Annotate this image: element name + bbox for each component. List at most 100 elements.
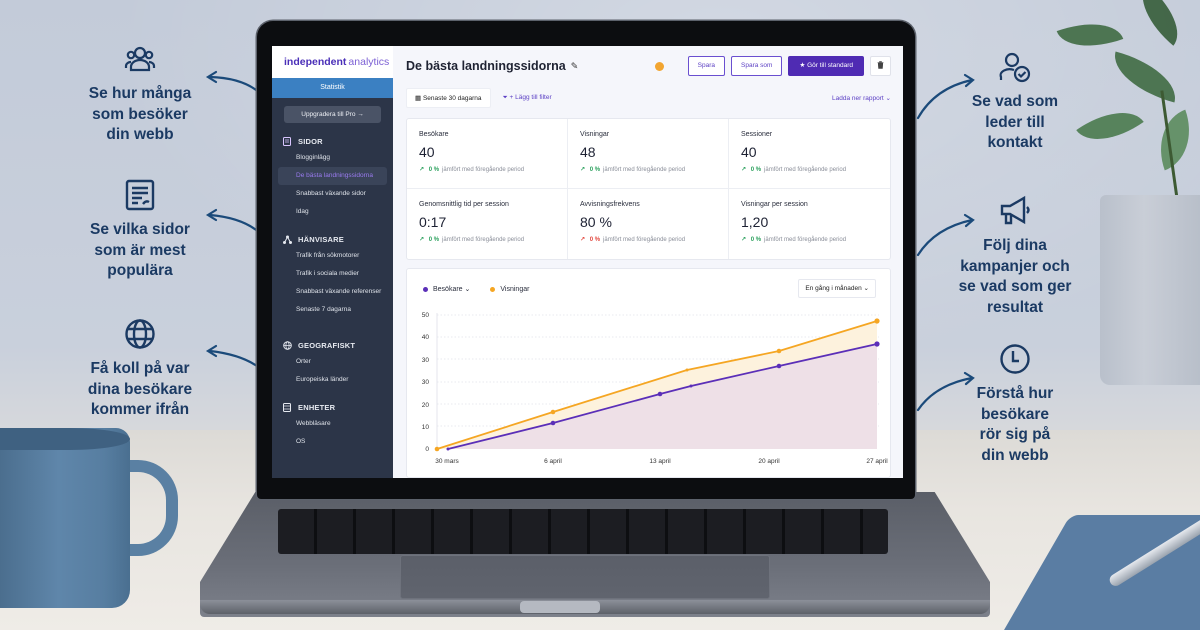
annotation-line: rör sig på bbox=[979, 426, 1051, 443]
annotation-line: som besöker bbox=[92, 105, 188, 123]
make-default-button[interactable]: ★ Gör till standard bbox=[788, 56, 864, 76]
legend-dot bbox=[490, 286, 496, 292]
sidebar-item-today[interactable]: Idag bbox=[296, 208, 309, 215]
stat-card-bounce-rate: Avvisningsfrekvens 80 % ↗ 0 % jämfört med… bbox=[568, 189, 729, 259]
svg-text:40: 40 bbox=[422, 334, 430, 341]
chart-legend: Besökare ⌄ Visningar bbox=[423, 285, 549, 293]
legend-label: Besökare bbox=[433, 285, 463, 293]
svg-text:30 mars: 30 mars bbox=[435, 458, 459, 465]
globe-icon bbox=[282, 340, 292, 350]
stat-label: Genomsnittlig tid per session bbox=[419, 201, 509, 208]
sidebar: independent analytics Statistik Uppgrader… bbox=[272, 46, 393, 478]
date-range-picker[interactable]: ▦ Senaste 30 dagarna bbox=[406, 88, 491, 108]
stat-compare: jämfört med föregående period bbox=[603, 237, 686, 243]
pro-badge-icon[interactable] bbox=[654, 61, 664, 71]
page-header: De bästa landningssidorna ✎ Spara Spara … bbox=[406, 56, 891, 76]
save-as-button[interactable]: Spara som bbox=[731, 56, 783, 76]
add-filter-button[interactable]: ⏷ + Lägg till filter bbox=[503, 94, 552, 102]
stat-compare: jämfört med föregående period bbox=[442, 237, 525, 243]
legend-views[interactable]: Visningar bbox=[490, 286, 529, 293]
annotation-line: Se vilka sidor bbox=[90, 221, 190, 238]
annotation-geo: Få koll på var dina besökare kommer ifrå… bbox=[65, 317, 215, 421]
sidebar-item-blogposts[interactable]: Blogginlägg bbox=[296, 154, 330, 161]
annotation-line: populära bbox=[107, 262, 173, 279]
sidebar-item-browsers[interactable]: Webbläsare bbox=[296, 420, 331, 427]
stat-change-pct: 0 % bbox=[589, 237, 601, 243]
stat-change: ↗ 0 % jämfört med föregående period bbox=[741, 236, 878, 243]
sidebar-item-fastest-referrers[interactable]: Snabbast växande referenser bbox=[296, 288, 382, 295]
sidebar-section-geo: GEOGRAFISKT bbox=[272, 337, 393, 353]
star-icon: ★ bbox=[799, 62, 808, 69]
annotation-line: dina besökare bbox=[87, 380, 193, 398]
chevron-down-icon: ⌄ bbox=[883, 95, 891, 102]
stat-change-pct: 0 % bbox=[750, 237, 762, 243]
svg-text:13 april: 13 april bbox=[649, 458, 671, 465]
stat-label: Visningar per session bbox=[741, 201, 808, 208]
stat-compare: jämfört med föregående period bbox=[764, 237, 847, 243]
trend-up-icon: ↗ bbox=[741, 237, 748, 243]
chevron-down-icon: ⌄ bbox=[462, 286, 471, 293]
tab-statistik[interactable]: Statistik bbox=[272, 78, 393, 98]
svg-text:20 april: 20 april bbox=[758, 458, 780, 465]
sidebar-item-best-landing-pages[interactable]: De bästa landningssidorna bbox=[278, 167, 387, 185]
sidebar-item-search-traffic[interactable]: Trafik från sökmotorer bbox=[296, 252, 360, 259]
clock-icon bbox=[998, 342, 1032, 376]
stat-change: ↗ 0 % jämfört med föregående period bbox=[580, 166, 716, 173]
sidebar-item-fastest-growing-pages[interactable]: Snabbast växande sidor bbox=[296, 190, 366, 197]
interval-label: En gång i månaden bbox=[805, 285, 862, 292]
users-icon bbox=[123, 42, 157, 76]
trend-up-icon: ↗ bbox=[419, 237, 426, 243]
download-label: Ladda ner rapport bbox=[832, 95, 884, 102]
annotation-line: Förstå hur bbox=[976, 385, 1054, 402]
upgrade-button[interactable]: Uppgradera till Pro → bbox=[284, 106, 381, 123]
stat-value: 80 % bbox=[580, 214, 612, 230]
stat-label: Avvisningsfrekvens bbox=[580, 201, 640, 208]
svg-text:27 april: 27 april bbox=[866, 458, 888, 465]
stat-value: 0:17 bbox=[419, 214, 447, 230]
stat-change: ↗ 0 % jämfört med föregående period bbox=[580, 236, 716, 243]
delete-button[interactable] bbox=[870, 56, 891, 76]
svg-text:10: 10 bbox=[422, 424, 430, 431]
download-report-button[interactable]: Ladda ner rapport ⌄ bbox=[832, 94, 891, 102]
annotation-behavior: Förstå hur besökare rör sig på din webb bbox=[940, 342, 1090, 466]
sidebar-item-last-7-days[interactable]: Senaste 7 dagarna bbox=[296, 306, 351, 313]
sidebar-item-social-traffic[interactable]: Trafik i sociala medier bbox=[296, 270, 359, 277]
logo[interactable]: independent analytics bbox=[272, 46, 393, 78]
legend-label: Visningar bbox=[500, 285, 530, 293]
annotation-line: se vad som ger bbox=[958, 278, 1072, 295]
stat-change: ↗ 0 % jämfört med föregående period bbox=[741, 166, 878, 173]
sidebar-item-os[interactable]: OS bbox=[296, 438, 306, 445]
stat-label: Visningar bbox=[580, 131, 610, 138]
stat-change: ↗ 0 % jämfört med föregående period bbox=[419, 166, 555, 173]
svg-text:50: 50 bbox=[422, 312, 430, 319]
annotation-line: leder till bbox=[985, 113, 1045, 131]
stat-card-views-per-session: Visningar per session 1,20 ↗ 0 % jämfört … bbox=[729, 189, 890, 259]
sidebar-item-cities[interactable]: Orter bbox=[296, 358, 311, 365]
svg-text:30: 30 bbox=[422, 357, 430, 364]
svg-text:0: 0 bbox=[425, 446, 429, 453]
annotation-line: Se vad som bbox=[971, 93, 1059, 110]
coffee-mug bbox=[0, 428, 130, 608]
stat-value: 40 bbox=[741, 144, 757, 160]
logo-bold: independent bbox=[284, 56, 347, 68]
devices-icon bbox=[282, 402, 292, 412]
megaphone-icon bbox=[998, 194, 1032, 228]
annotation-contact: Se vad som leder till kontakt bbox=[940, 50, 1090, 154]
save-button[interactable]: Spara bbox=[687, 56, 726, 76]
trash-icon bbox=[877, 61, 884, 70]
stat-value: 1,20 bbox=[741, 214, 769, 230]
logo-light: analytics bbox=[348, 56, 390, 68]
annotation-line: Få koll på var bbox=[90, 360, 190, 377]
legend-dot bbox=[423, 286, 428, 292]
trend-up-icon: ↗ bbox=[580, 167, 587, 173]
legend-visitors[interactable]: Besökare ⌄ bbox=[423, 285, 470, 293]
annotation-line: Följ dina bbox=[983, 237, 1047, 254]
referrers-icon bbox=[282, 234, 292, 244]
stat-change: ↗ 0 % jämfört med föregående period bbox=[419, 236, 555, 243]
document-list-icon bbox=[123, 178, 157, 212]
calendar-icon: ▦ bbox=[415, 95, 423, 102]
interval-select[interactable]: En gång i månaden ⌄ bbox=[798, 279, 876, 298]
edit-pencil-icon[interactable]: ✎ bbox=[570, 60, 579, 71]
section-title: SIDOR bbox=[298, 136, 323, 146]
sidebar-item-european-countries[interactable]: Europeiska länder bbox=[296, 376, 349, 383]
